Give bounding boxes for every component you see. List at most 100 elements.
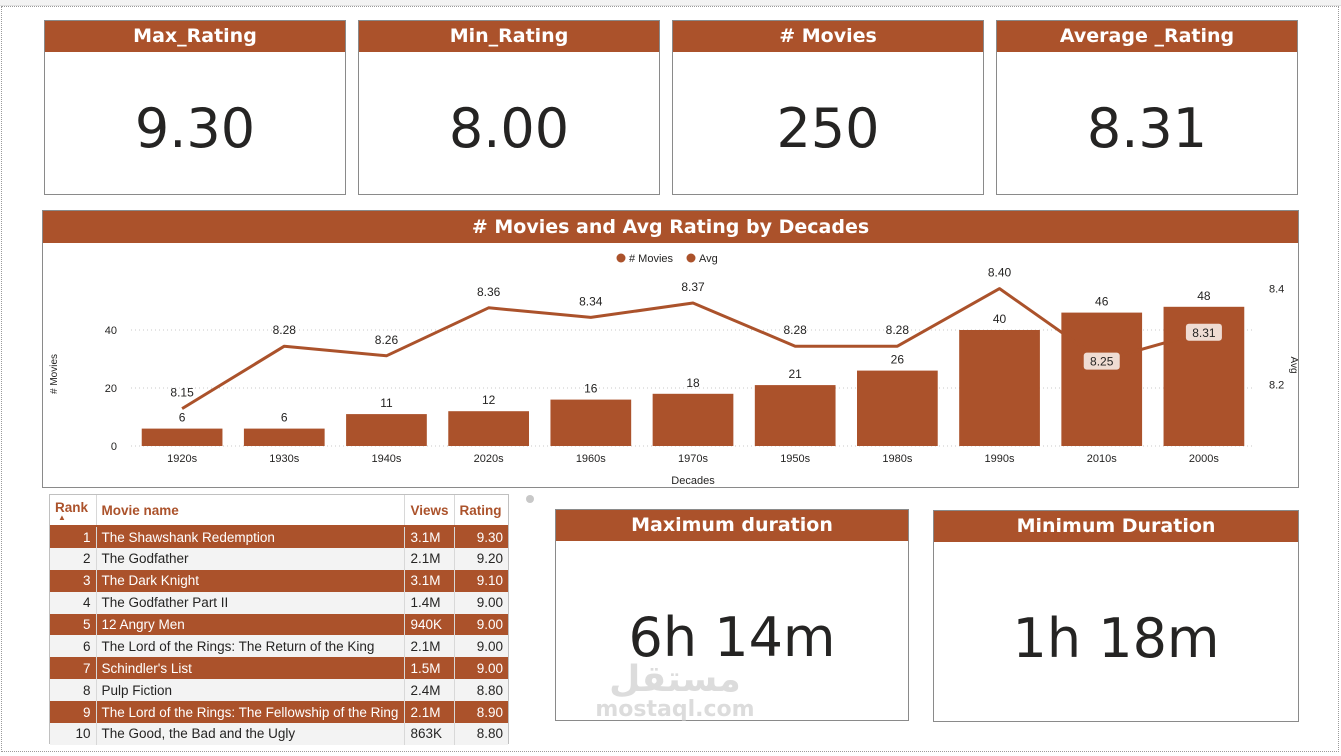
bar-data-label: 16 <box>584 382 598 396</box>
kpi-value: 9.30 <box>134 97 256 160</box>
legend-marker-movies <box>616 253 626 263</box>
bar <box>346 414 427 446</box>
table-row[interactable]: 3 The Dark Knight 3.1M 9.10 <box>50 569 508 592</box>
avg-data-label: 8.40 <box>988 266 1012 280</box>
cell-rating: 9.20 <box>454 547 508 570</box>
min-duration-card[interactable]: Minimum Duration 1h 18m <box>933 510 1299 722</box>
cell-rank: 10 <box>50 723 97 745</box>
table-row[interactable]: 6 The Lord of the Rings: The Return of th… <box>50 635 508 658</box>
avg-data-label: 8.31 <box>1192 326 1216 340</box>
cell-movie-name: The Lord of the Rings: The Fellowship of… <box>96 701 406 724</box>
x-axis-label: Decades <box>671 475 715 487</box>
x-axis-tick-label: 1930s <box>269 453 299 465</box>
kpi-card-movies[interactable]: # Movies 250 <box>672 20 984 195</box>
column-header-rank[interactable]: Rank ▲ <box>50 495 97 527</box>
max-duration-card[interactable]: Maximum duration 6h 14m <box>555 509 909 721</box>
x-axis-tick-label: 1960s <box>576 453 606 465</box>
cell-views: 2.4M <box>404 679 455 702</box>
kpi-value: 8.31 <box>1086 97 1208 160</box>
table-row[interactable]: 10 The Good, the Bad and the Ugly 863K 8.80 <box>50 723 508 745</box>
avg-data-label: 8.15 <box>170 386 194 400</box>
cell-rating: 9.00 <box>454 635 508 658</box>
kpi-title: # Movies <box>673 21 983 52</box>
cell-rating: 8.80 <box>454 723 508 745</box>
bar <box>857 370 938 446</box>
watermark-logo-text: مستقل <box>609 659 741 700</box>
bar-data-label: 12 <box>482 393 496 407</box>
avg-data-label: 8.28 <box>784 323 808 337</box>
cell-rating: 8.90 <box>454 701 508 724</box>
kpi-card-average-rating[interactable]: Average _Rating 8.31 <box>996 20 1298 195</box>
report-top-strip <box>0 0 1341 6</box>
avg-data-label-bg <box>1185 323 1222 341</box>
bar <box>448 411 529 446</box>
cell-rank: 3 <box>50 569 97 592</box>
cell-rating: 9.00 <box>454 591 508 614</box>
column-header-movie-name[interactable]: Movie name <box>96 495 406 527</box>
table-row[interactable]: 4 The Godfather Part II 1.4M 9.00 <box>50 591 508 614</box>
cell-rating: 9.00 <box>454 613 508 636</box>
y2-axis-label: Avg <box>1288 356 1298 373</box>
table-header-row: Rank ▲ Movie name Views Rating <box>50 495 508 527</box>
x-axis-tick-label: 1920s <box>167 453 197 465</box>
x-axis-tick-label: 2010s <box>1087 453 1117 465</box>
table-row[interactable]: 7 Schindler's List 1.5M 9.00 <box>50 657 508 680</box>
cell-movie-name: The Lord of the Rings: The Return of the… <box>96 635 406 658</box>
avg-data-label: 8.28 <box>886 323 910 337</box>
avg-data-label-bg <box>1083 352 1120 370</box>
table-row[interactable]: 2 The Godfather 2.1M 9.20 <box>50 547 508 570</box>
avg-data-label: 8.36 <box>477 285 501 299</box>
cell-movie-name: The Godfather <box>96 547 406 570</box>
avg-data-label: 8.28 <box>273 323 297 337</box>
cell-views: 1.5M <box>404 657 455 680</box>
x-axis-tick-label: 1940s <box>371 453 401 465</box>
table-row[interactable]: 5 12 Angry Men 940K 9.00 <box>50 613 508 636</box>
cell-rating: 8.80 <box>454 679 508 702</box>
kpi-title: Min_Rating <box>359 21 659 52</box>
cell-views: 1.4M <box>404 591 455 614</box>
cell-rank: 7 <box>50 657 97 680</box>
legend-marker-avg <box>686 253 696 263</box>
kpi-card-max-rating[interactable]: Max_Rating 9.30 <box>44 20 346 195</box>
kpi-value: 6h 14m <box>628 606 836 669</box>
bar <box>754 385 836 446</box>
kpi-card-min-rating[interactable]: Min_Rating 8.00 <box>358 20 660 195</box>
x-axis-tick-label: 2000s <box>1189 453 1219 465</box>
top-movies-table[interactable]: Rank ▲ Movie name Views Rating 1 The Shaw… <box>49 494 509 745</box>
cell-views: 2.1M <box>404 635 455 658</box>
bar-data-label: 26 <box>891 353 905 367</box>
kpi-value: 1h 18m <box>1012 607 1220 670</box>
y2-axis-tick-label: 8.4 <box>1269 284 1284 296</box>
column-header-label: Rank <box>55 499 89 515</box>
cell-views: 2.1M <box>404 547 455 570</box>
legend-label-avg: Avg <box>699 253 718 265</box>
cell-movie-name: The Dark Knight <box>96 569 406 592</box>
cell-rating: 9.10 <box>454 569 508 592</box>
sort-ascending-icon[interactable]: ▲ <box>58 512 66 522</box>
cell-views: 3.1M <box>404 569 455 592</box>
bar-data-label: 6 <box>179 411 186 425</box>
visual-resize-handle[interactable] <box>526 495 534 503</box>
avg-data-label: 8.37 <box>681 280 705 294</box>
avg-data-label: 8.25 <box>1090 355 1114 369</box>
x-axis-tick-label: 1980s <box>882 453 912 465</box>
table-row[interactable]: 8 Pulp Fiction 2.4M 8.80 <box>50 679 508 702</box>
cell-movie-name: The Shawshank Redemption <box>96 526 406 548</box>
table-row[interactable]: 9 The Lord of the Rings: The Fellowship o… <box>50 701 508 724</box>
cell-views: 940K <box>404 613 455 636</box>
bar <box>1061 312 1143 446</box>
column-header-views[interactable]: Views <box>404 495 455 527</box>
table-row[interactable]: 1 The Shawshank Redemption 3.1M 9.30 <box>50 526 508 548</box>
cell-views: 2.1M <box>404 701 455 724</box>
kpi-value: 8.00 <box>448 97 570 160</box>
avg-data-label: 8.26 <box>375 333 399 347</box>
column-header-rating[interactable]: Rating <box>454 495 508 527</box>
bar-data-label: 11 <box>380 396 393 410</box>
watermark-logo: مستقل mostaql.com <box>590 662 760 722</box>
cell-movie-name: 12 Angry Men <box>96 613 406 636</box>
kpi-title: Max_Rating <box>45 21 345 52</box>
cell-rank: 5 <box>50 613 97 636</box>
kpi-title: Maximum duration <box>556 510 908 541</box>
movies-by-decade-chart[interactable]: # Movies and Avg Rating by Decades 0 20 40… <box>42 210 1299 488</box>
cell-rank: 1 <box>50 526 97 548</box>
